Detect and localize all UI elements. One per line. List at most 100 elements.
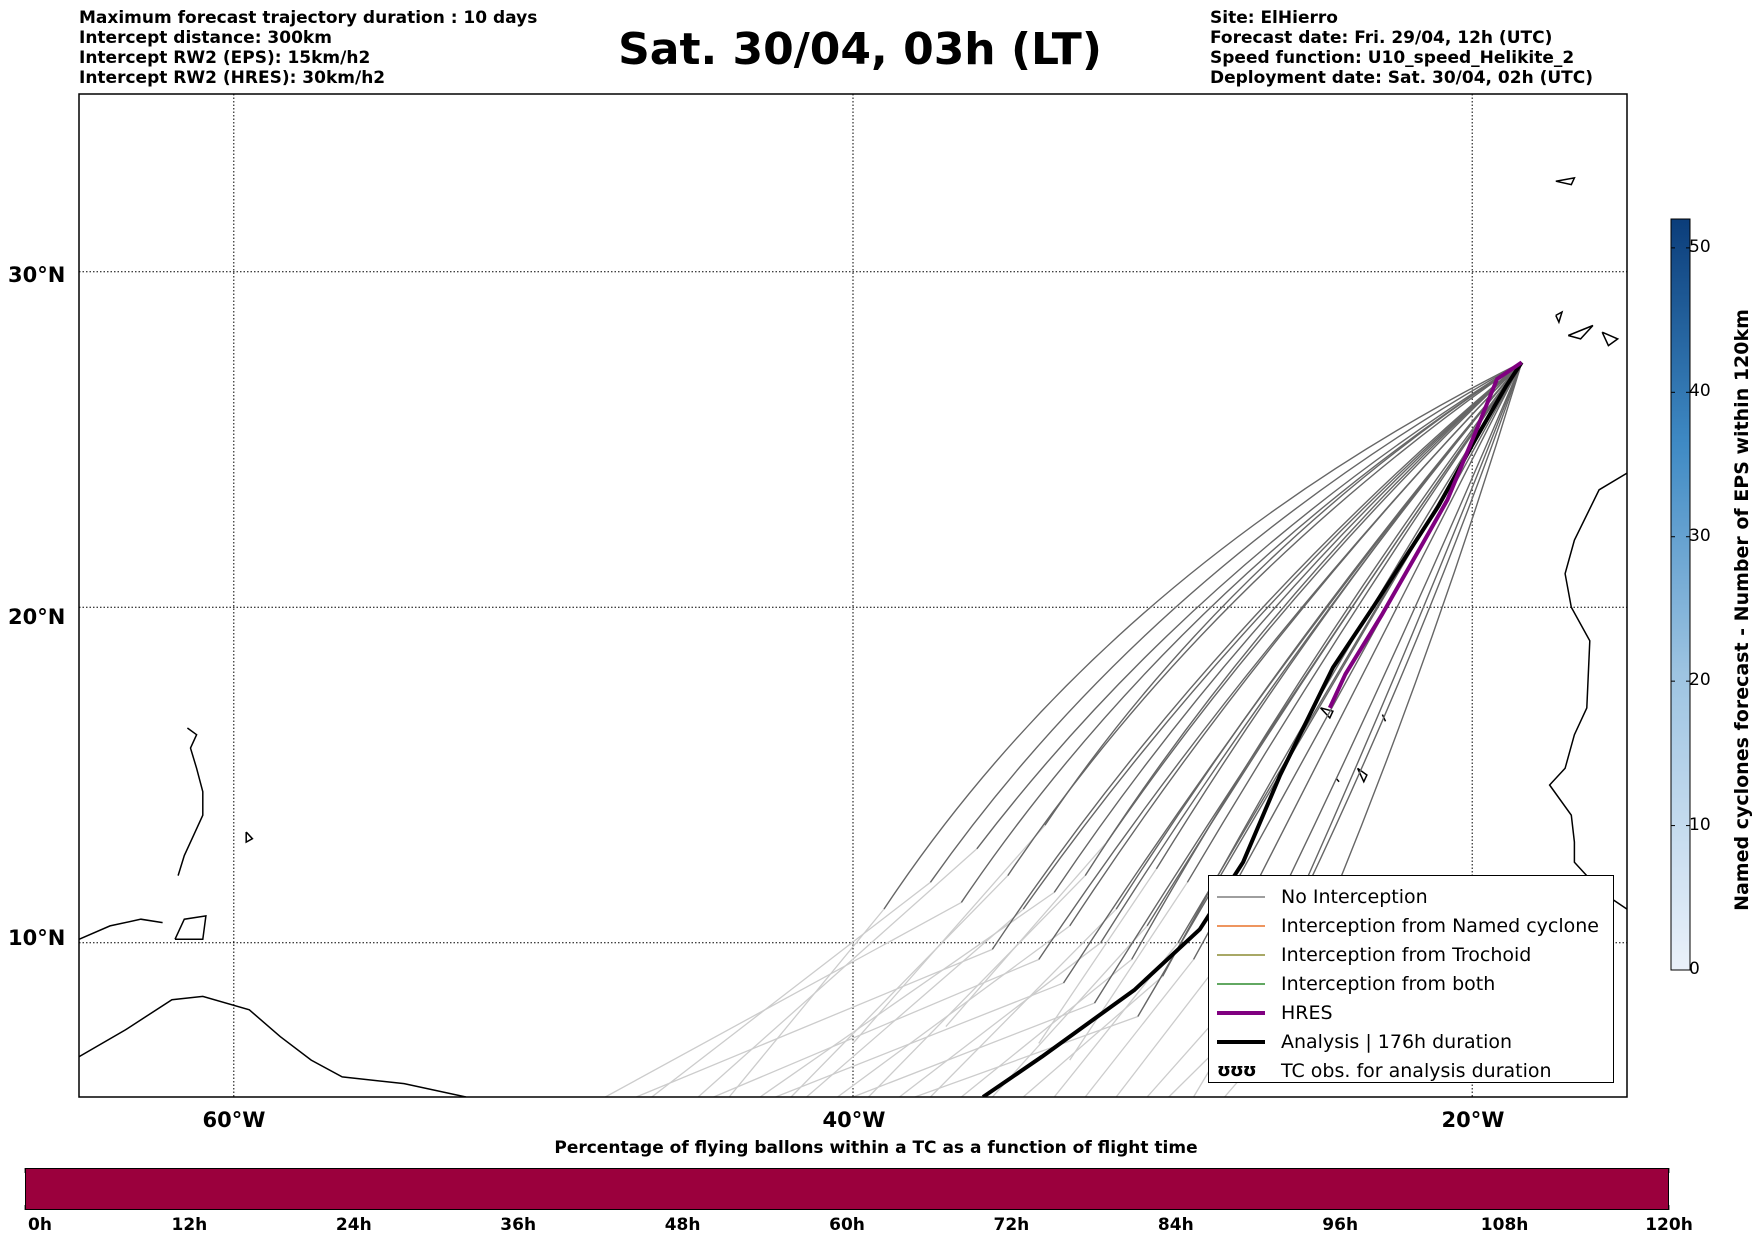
lat-label-10n: 10°N <box>8 926 66 950</box>
analysis-track <box>981 361 1524 1097</box>
colorbar-label: Named cyclones forecast - Number of EPS … <box>1731 309 1752 911</box>
coastline-venezuela_north <box>79 918 163 940</box>
ensemble-track <box>1022 361 1523 910</box>
time-tick-label: 72h <box>993 1215 1030 1235</box>
ensemble-track-late <box>759 891 1055 1097</box>
ensemble-track <box>1038 361 1523 960</box>
legend-item: Interception from Named cyclone <box>1209 911 1613 940</box>
ensemble-track <box>1084 361 1523 876</box>
legend-label: No Interception <box>1281 885 1428 908</box>
ensemble-track-late <box>899 942 1102 1097</box>
legend-label: Analysis | 176h duration <box>1281 1030 1513 1053</box>
lat-label-30n: 30°N <box>8 263 66 287</box>
ensemble-track-late <box>636 948 993 1097</box>
info-line: Site: ElHierro <box>1210 8 1338 28</box>
ensemble-track-late <box>1069 881 1188 1061</box>
colorbar-ticks <box>1671 247 1690 971</box>
lat-label-20n: 20°N <box>8 605 66 629</box>
info-line: Deployment date: Sat. 30/04, 02h (UTC) <box>1210 68 1594 88</box>
param-line: Intercept RW2 (HRES): 30km/h2 <box>79 68 386 88</box>
coastline-lesser_antilles <box>177 727 204 876</box>
coastline-capeverde_a <box>1319 707 1334 720</box>
legend-item: ʊʊʊ TC obs. for analysis duration <box>1209 1056 1613 1085</box>
map-legend: No Interception Interception from Named … <box>1208 875 1614 1083</box>
param-line: Intercept RW2 (EPS): 15km/h2 <box>79 48 371 68</box>
legend-label: TC obs. for analysis duration <box>1281 1059 1552 1082</box>
coastline-capeverde_c <box>1356 767 1368 784</box>
no-interception-swatch <box>1217 895 1265 898</box>
time-tick-label: 24h <box>335 1215 372 1235</box>
coastline-africa <box>1548 472 1627 910</box>
time-bar <box>25 1168 1669 1210</box>
legend-label: Interception from Named cyclone <box>1281 914 1599 937</box>
coastline-south_america <box>79 995 467 1097</box>
legend-item: No Interception <box>1209 882 1613 911</box>
ensemble-track <box>1192 362 1523 960</box>
forecast-info: Site: ElHierro Forecast date: Fri. 29/04… <box>1210 8 1593 88</box>
ensemble-track-late <box>605 901 962 1097</box>
info-line: Forecast date: Fri. 29/04, 12h (UTC) <box>1210 28 1553 48</box>
hres-swatch <box>1217 1010 1265 1015</box>
ensemble-track <box>1115 361 1523 910</box>
ensemble-track-late <box>790 875 1009 1097</box>
time-tick-label: 36h <box>500 1215 537 1235</box>
ensemble-track-late <box>775 982 1064 1097</box>
lon-label-60w: 60°W <box>202 1108 266 1132</box>
time-bar-caption: Percentage of flying ballons within a TC… <box>554 1138 1198 1158</box>
time-tick-label: 120h <box>1645 1215 1693 1235</box>
ensemble-track <box>960 361 1523 903</box>
ensemble-track <box>1093 361 1523 1004</box>
ensemble-track <box>976 361 1523 850</box>
legend-item: Interception from both <box>1209 969 1613 998</box>
both-swatch <box>1217 982 1265 985</box>
ensemble-track <box>1106 361 1523 843</box>
ensemble-track-late <box>697 848 978 1097</box>
ensemble-track <box>1186 361 1523 883</box>
ensemble-track <box>929 361 1523 883</box>
time-tick-label: 96h <box>1322 1215 1359 1235</box>
param-line: Maximum forecast trajectory duration : 1… <box>79 8 538 28</box>
coastline-barbados <box>245 831 254 844</box>
lon-label-40w: 40°W <box>822 1108 886 1132</box>
ensemble-track-late <box>651 881 931 1097</box>
ensemble-track-late <box>806 908 1024 1097</box>
lon-label-20w: 20°W <box>1441 1108 1505 1132</box>
ensemble-track-late <box>728 908 885 1097</box>
coastline-canary_a <box>1601 331 1620 347</box>
time-tick-label: 48h <box>664 1215 701 1235</box>
ensemble-track-late <box>929 908 1117 1097</box>
coastline-canary_d <box>1643 322 1662 332</box>
ensemble-track-late <box>914 1015 1139 1097</box>
ensemble-track <box>883 361 1523 910</box>
ensemble-track-late <box>1022 975 1164 1097</box>
ensemble-track-late <box>960 958 1133 1097</box>
coastline-capeverde_d <box>1335 777 1340 783</box>
time-tick-label: 84h <box>1157 1215 1194 1235</box>
colorbar-tick-label: 0 <box>1689 959 1700 979</box>
ensemble-track <box>1131 361 1523 960</box>
time-tick-label: 108h <box>1480 1215 1529 1235</box>
time-tick-label: 0h <box>28 1215 52 1235</box>
hres-track <box>1327 360 1523 709</box>
ensemble-track-late <box>1115 975 1210 1097</box>
colorbar-gradient <box>1670 218 1691 971</box>
analysis-swatch <box>1217 1039 1265 1044</box>
ensemble-late-segments <box>605 824 1272 1097</box>
colorbar-tick-label: 10 <box>1689 814 1711 835</box>
trajectory-parameters: Maximum forecast trajectory duration : 1… <box>79 8 537 88</box>
named-cyclone-swatch <box>1217 924 1265 927</box>
coastline-trinidad <box>174 915 207 941</box>
map-frame <box>78 93 1628 1098</box>
ensemble-track-late <box>837 925 1071 1097</box>
map-title: Sat. 30/04, 03h (LT) <box>618 24 1102 75</box>
ensemble-track <box>991 361 1523 950</box>
colorbar-tick-label: 50 <box>1689 236 1711 257</box>
ensemble-track-late <box>852 824 1046 1044</box>
colorbar-tick-label: 30 <box>1689 525 1711 546</box>
coastline-canary_b <box>1555 310 1564 325</box>
ensemble-track-late <box>945 841 1108 1027</box>
ensemble-track <box>1053 361 1523 893</box>
legend-item: Interception from Trochoid <box>1209 940 1613 969</box>
tc-obs-symbol-icon: ʊʊʊ <box>1217 1060 1257 1081</box>
ensemble-track-late <box>1038 868 1157 1044</box>
